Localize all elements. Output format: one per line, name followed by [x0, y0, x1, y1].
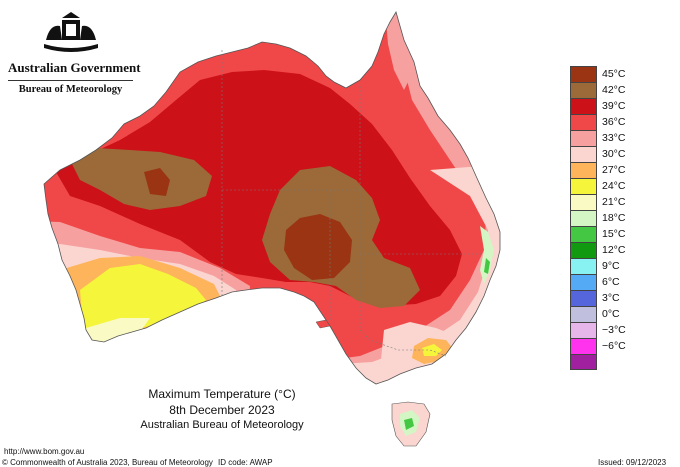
- legend-row: 21°C: [570, 194, 626, 210]
- legend-label: 6°C: [602, 276, 620, 288]
- legend-label: 39°C: [602, 100, 626, 112]
- legend-label: 27°C: [602, 164, 626, 176]
- copyright-notice: © Commonwealth of Australia 2023, Bureau…: [2, 458, 213, 467]
- legend-swatch: [570, 98, 597, 114]
- legend-row: 27°C: [570, 162, 626, 178]
- legend-label: −3°C: [602, 324, 626, 336]
- legend-row: 12°C: [570, 242, 626, 258]
- legend-swatch: [570, 322, 597, 338]
- legend-swatch: [570, 66, 597, 82]
- legend-label: 36°C: [602, 116, 626, 128]
- legend-row: 33°C: [570, 130, 626, 146]
- legend-row: [570, 354, 626, 370]
- legend-label: 45°C: [602, 68, 626, 80]
- legend-row: 24°C: [570, 178, 626, 194]
- legend-swatch: [570, 242, 597, 258]
- legend-row: 18°C: [570, 210, 626, 226]
- legend-label: 30°C: [602, 148, 626, 160]
- legend-swatch: [570, 290, 597, 306]
- legend-swatch: [570, 114, 597, 130]
- legend-label: 3°C: [602, 292, 620, 304]
- legend-swatch: [570, 162, 597, 178]
- legend-label: 0°C: [602, 308, 620, 320]
- map-source: Australian Bureau of Meteorology: [140, 419, 304, 431]
- legend-label: 33°C: [602, 132, 626, 144]
- legend-row: −6°C: [570, 338, 626, 354]
- legend-row: 0°C: [570, 306, 626, 322]
- legend-swatch: [570, 178, 597, 194]
- legend-row: 42°C: [570, 82, 626, 98]
- coat-of-arms-icon: [43, 12, 98, 52]
- legend-row: 6°C: [570, 274, 626, 290]
- legend-label: 15°C: [602, 228, 626, 240]
- legend-label: −6°C: [602, 340, 626, 352]
- government-name: Australian Government: [8, 60, 141, 81]
- legend-label: 18°C: [602, 212, 626, 224]
- legend-row: 3°C: [570, 290, 626, 306]
- legend-row: 30°C: [570, 146, 626, 162]
- legend-row: 39°C: [570, 98, 626, 114]
- legend-row: −3°C: [570, 322, 626, 338]
- legend-swatch: [570, 130, 597, 146]
- map-date: 8th December 2023: [169, 403, 275, 417]
- id-code: ID code: AWAP: [218, 458, 273, 467]
- government-logo: Australian Government Bureau of Meteorol…: [8, 10, 141, 95]
- map-title-block: Maximum Temperature (°C) 8th December 20…: [122, 387, 322, 431]
- legend-label: 12°C: [602, 244, 626, 256]
- legend-label: 42°C: [602, 84, 626, 96]
- legend-swatch: [570, 258, 597, 274]
- legend-swatch: [570, 338, 597, 354]
- legend-label: 9°C: [602, 260, 620, 272]
- legend-swatch: [570, 210, 597, 226]
- legend-row: 9°C: [570, 258, 626, 274]
- legend-swatch: [570, 274, 597, 290]
- legend-swatch: [570, 194, 597, 210]
- legend-label: 21°C: [602, 196, 626, 208]
- legend-swatch: [570, 82, 597, 98]
- legend-row: 36°C: [570, 114, 626, 130]
- legend-swatch: [570, 306, 597, 322]
- map-title: Maximum Temperature (°C): [148, 387, 296, 401]
- legend-swatch: [570, 354, 597, 370]
- temperature-legend: 45°C 42°C 39°C 36°C 33°C 30°C 27°C 24°C 21°C 18°C…: [570, 66, 626, 370]
- legend-row: 15°C: [570, 226, 626, 242]
- legend-label: 24°C: [602, 180, 626, 192]
- legend-row: 45°C: [570, 66, 626, 82]
- legend-swatch: [570, 226, 597, 242]
- issued-date: Issued: 09/12/2023: [598, 458, 667, 467]
- bureau-name: Bureau of Meteorology: [18, 84, 123, 95]
- website-link[interactable]: http://www.bom.gov.au: [4, 447, 85, 456]
- legend-swatch: [570, 146, 597, 162]
